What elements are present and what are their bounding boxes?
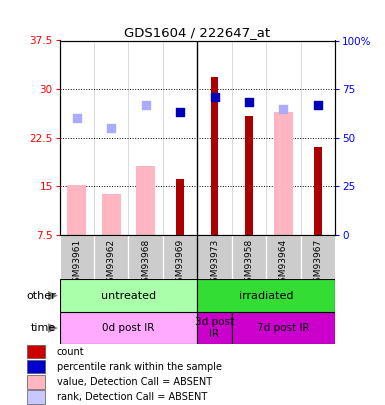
Bar bbox=[197, 279, 335, 312]
Bar bbox=[27, 390, 45, 404]
Text: value, Detection Call = ABSENT: value, Detection Call = ABSENT bbox=[57, 377, 212, 387]
Bar bbox=[266, 235, 301, 279]
Bar bbox=[60, 279, 197, 312]
Bar bbox=[232, 235, 266, 279]
Text: time: time bbox=[30, 323, 56, 333]
Bar bbox=[163, 235, 197, 279]
Point bbox=[315, 102, 321, 109]
Bar bbox=[197, 235, 232, 279]
Text: rank, Detection Call = ABSENT: rank, Detection Call = ABSENT bbox=[57, 392, 207, 402]
Bar bbox=[197, 312, 232, 344]
Text: percentile rank within the sample: percentile rank within the sample bbox=[57, 362, 222, 372]
Bar bbox=[129, 235, 163, 279]
Bar bbox=[60, 235, 94, 279]
Text: untreated: untreated bbox=[101, 291, 156, 301]
Bar bbox=[67, 185, 86, 235]
Bar bbox=[60, 312, 197, 344]
Text: 7d post IR: 7d post IR bbox=[257, 323, 310, 333]
Text: GSM93967: GSM93967 bbox=[313, 239, 322, 288]
Text: GSM93968: GSM93968 bbox=[141, 239, 150, 288]
Bar bbox=[211, 77, 218, 235]
Text: GSM93964: GSM93964 bbox=[279, 239, 288, 288]
Text: GSM93973: GSM93973 bbox=[210, 239, 219, 288]
Point bbox=[177, 109, 183, 115]
Point bbox=[246, 99, 252, 105]
Text: GSM93958: GSM93958 bbox=[244, 239, 253, 288]
Bar bbox=[136, 166, 155, 235]
Bar bbox=[27, 375, 45, 389]
Bar bbox=[27, 360, 45, 373]
Text: GSM93969: GSM93969 bbox=[176, 239, 185, 288]
Bar bbox=[27, 345, 45, 358]
Point bbox=[74, 115, 80, 122]
Bar bbox=[274, 112, 293, 235]
Text: irradiated: irradiated bbox=[239, 291, 293, 301]
Bar bbox=[314, 147, 321, 235]
Text: other: other bbox=[26, 291, 56, 301]
Bar bbox=[176, 179, 184, 235]
Text: GSM93961: GSM93961 bbox=[72, 239, 81, 288]
Point bbox=[108, 125, 114, 131]
Point bbox=[211, 94, 218, 100]
Text: GSM93962: GSM93962 bbox=[107, 239, 116, 288]
Bar bbox=[102, 194, 121, 235]
Text: 3d post
IR: 3d post IR bbox=[195, 317, 234, 339]
Title: GDS1604 / 222647_at: GDS1604 / 222647_at bbox=[124, 26, 270, 39]
Point bbox=[142, 102, 149, 109]
Bar bbox=[232, 312, 335, 344]
Text: count: count bbox=[57, 347, 84, 356]
Point bbox=[280, 105, 286, 112]
Text: 0d post IR: 0d post IR bbox=[102, 323, 155, 333]
Bar bbox=[301, 235, 335, 279]
Bar bbox=[245, 116, 253, 235]
Bar bbox=[94, 235, 129, 279]
